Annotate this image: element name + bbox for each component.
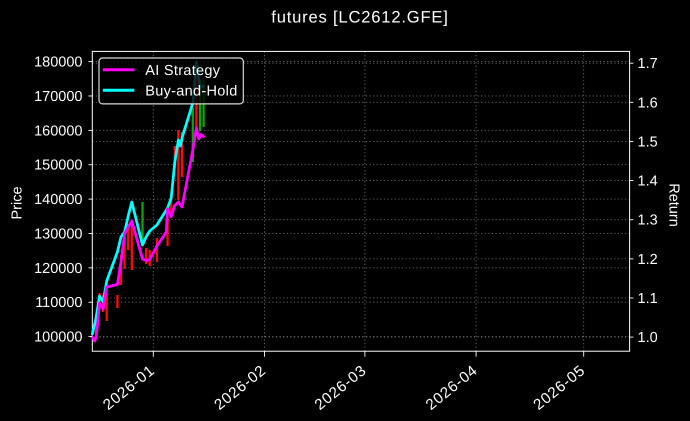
svg-text:160000: 160000 xyxy=(34,123,82,139)
svg-text:180000: 180000 xyxy=(34,55,82,71)
svg-text:Buy-and-Hold: Buy-and-Hold xyxy=(145,83,237,99)
svg-text:1.5: 1.5 xyxy=(638,135,658,151)
svg-text:Return: Return xyxy=(666,183,682,227)
svg-text:1.7: 1.7 xyxy=(638,56,658,72)
svg-text:Price: Price xyxy=(10,186,26,219)
svg-text:100000: 100000 xyxy=(34,330,82,346)
svg-text:AI Strategy: AI Strategy xyxy=(145,63,220,79)
svg-text:110000: 110000 xyxy=(35,295,82,311)
svg-text:1.1: 1.1 xyxy=(638,291,658,307)
svg-text:1.0: 1.0 xyxy=(638,330,658,346)
svg-text:1.6: 1.6 xyxy=(638,95,658,111)
svg-text:1.3: 1.3 xyxy=(638,213,658,229)
svg-text:1.2: 1.2 xyxy=(638,252,658,268)
svg-text:1.4: 1.4 xyxy=(638,174,658,190)
svg-text:170000: 170000 xyxy=(34,89,82,105)
svg-text:130000: 130000 xyxy=(34,227,82,243)
svg-text:futures [LC2612.GFE]: futures [LC2612.GFE] xyxy=(271,8,448,27)
svg-text:140000: 140000 xyxy=(34,192,82,208)
svg-text:120000: 120000 xyxy=(34,261,82,277)
svg-text:150000: 150000 xyxy=(34,158,82,174)
